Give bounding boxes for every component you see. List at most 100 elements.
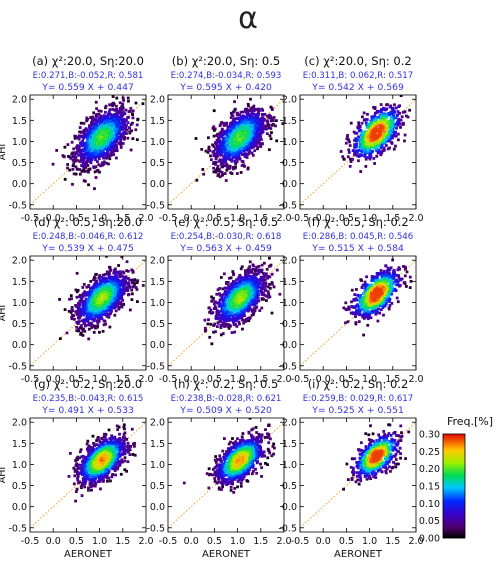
data-point xyxy=(115,111,119,115)
data-point xyxy=(99,121,102,125)
data-point xyxy=(349,160,353,163)
data-point xyxy=(246,316,250,320)
scatter-points xyxy=(58,256,145,341)
data-point xyxy=(91,323,94,327)
data-point xyxy=(265,132,269,136)
data-point xyxy=(226,157,230,160)
x-tick-label: 0.5 xyxy=(207,213,222,224)
panel-4: (e) χ²: 0.5, Sη: 0.5E:0.254,B:-0.030,R: … xyxy=(146,215,291,385)
data-point xyxy=(214,330,217,334)
data-point xyxy=(212,109,216,113)
data-point xyxy=(360,121,364,125)
data-point xyxy=(215,167,219,170)
data-point xyxy=(372,116,376,119)
panel-1: (b) χ²:20.0, Sη: 0.5E:0.274,B:-0.034,R: … xyxy=(146,54,291,224)
data-point xyxy=(358,126,361,130)
y-tick-label: 0.5 xyxy=(12,319,27,330)
data-point xyxy=(342,157,346,161)
data-point xyxy=(100,296,104,300)
data-point xyxy=(71,167,75,171)
data-point xyxy=(363,142,366,146)
panel-stats: E:0.311,B: 0.062,R: 0.517 xyxy=(303,71,413,81)
data-point xyxy=(84,127,88,131)
data-point xyxy=(245,115,249,119)
data-point xyxy=(259,289,263,293)
data-point xyxy=(128,308,132,312)
data-point xyxy=(225,131,229,135)
data-point xyxy=(371,149,374,153)
data-point xyxy=(363,118,367,121)
data-point xyxy=(370,143,374,147)
data-point xyxy=(259,145,263,148)
data-point xyxy=(74,165,78,169)
data-point xyxy=(373,107,377,110)
data-point xyxy=(86,164,90,167)
data-point xyxy=(81,144,84,148)
data-point xyxy=(226,166,229,169)
data-point xyxy=(119,111,123,115)
data-point xyxy=(392,114,396,118)
data-point xyxy=(91,287,95,290)
data-point xyxy=(86,117,90,121)
data-point xyxy=(87,183,90,187)
data-point xyxy=(378,150,382,154)
data-point xyxy=(403,139,406,143)
data-point xyxy=(80,130,84,134)
data-point xyxy=(388,125,392,129)
data-point xyxy=(242,163,246,167)
data-point xyxy=(81,299,85,303)
data-point xyxy=(240,265,244,269)
data-point xyxy=(268,113,271,117)
data-point xyxy=(257,299,261,303)
data-point xyxy=(131,285,135,289)
data-point xyxy=(68,168,72,172)
data-point xyxy=(212,134,216,138)
data-point xyxy=(215,309,219,313)
data-point xyxy=(359,128,363,132)
data-point xyxy=(102,156,105,160)
data-point xyxy=(107,270,110,274)
data-point xyxy=(100,135,104,139)
data-point xyxy=(377,133,381,136)
data-point xyxy=(93,324,97,328)
x-tick-label: 0.0 xyxy=(316,213,331,224)
data-point xyxy=(360,135,364,138)
data-point xyxy=(105,153,108,157)
data-point xyxy=(231,155,235,159)
data-point xyxy=(215,301,219,305)
data-point xyxy=(200,147,204,151)
data-point xyxy=(381,132,384,135)
data-point xyxy=(79,148,82,152)
data-point xyxy=(375,117,378,121)
data-point xyxy=(121,120,125,123)
data-point xyxy=(97,163,101,167)
data-point xyxy=(103,115,107,119)
data-point xyxy=(262,261,266,265)
data-point xyxy=(382,146,386,150)
data-point xyxy=(396,110,400,113)
data-point xyxy=(269,119,273,123)
data-point xyxy=(403,133,407,137)
data-point xyxy=(237,149,241,153)
data-point xyxy=(250,270,254,274)
data-point xyxy=(384,124,388,128)
data-point xyxy=(372,125,376,129)
data-point xyxy=(246,102,250,106)
data-point xyxy=(229,111,233,115)
data-point xyxy=(107,110,111,114)
data-point xyxy=(114,291,117,294)
y-tick-label: 1.5 xyxy=(12,116,27,127)
data-point xyxy=(80,319,84,323)
data-point xyxy=(272,119,275,122)
data-point xyxy=(108,103,112,107)
data-point xyxy=(379,119,383,122)
data-point xyxy=(361,131,365,135)
y-tick-label: 1.0 xyxy=(150,137,165,148)
data-point xyxy=(84,299,88,303)
data-point xyxy=(77,153,81,157)
data-point xyxy=(75,309,79,313)
data-point xyxy=(120,135,124,139)
data-point xyxy=(386,122,390,126)
data-point xyxy=(216,154,220,158)
data-point xyxy=(347,138,350,142)
